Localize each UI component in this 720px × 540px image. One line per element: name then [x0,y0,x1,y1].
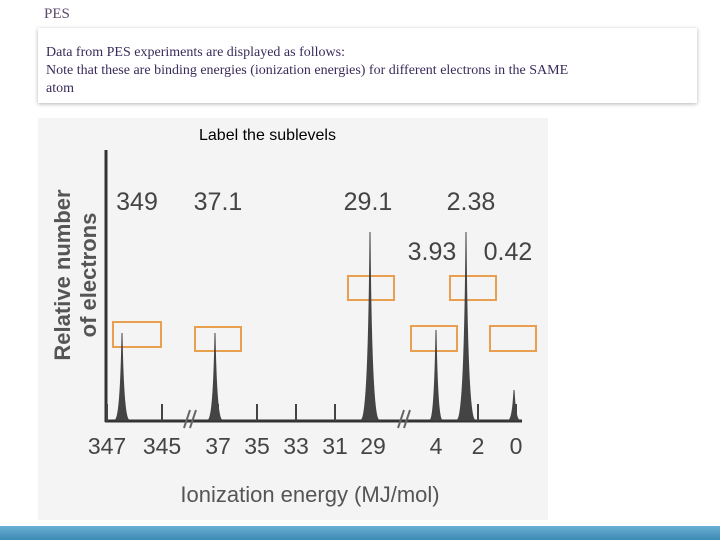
x-tick-label: 31 [322,433,348,459]
note-line: Note that these are binding energies (io… [46,63,569,78]
x-axis-label: Ionization energy (MJ/mol) [180,482,439,507]
peak [114,332,130,421]
footer-bar [0,526,720,540]
peak [207,332,223,421]
x-tick-label: 37 [205,433,231,459]
peak [360,231,380,421]
note-line: atom [46,81,74,96]
peak [429,329,443,421]
peak-label: 349 [116,188,158,216]
spectrum-figure: Label the sublevels Relative number of e… [38,118,548,520]
y-axis-label: of electrons [76,213,101,338]
x-tick-label: 347 [88,433,126,459]
y-axis-label: Relative number [50,189,75,361]
peak [456,231,476,421]
x-tick-label: 35 [244,433,270,459]
peak-label: 0.42 [484,238,533,266]
x-tick-label: 4 [430,433,443,459]
peak-label: 37.1 [194,188,243,216]
x-tick-label: 345 [143,433,181,459]
figure-background [38,118,548,520]
x-tick-label: 29 [360,433,386,459]
label-boxes [112,275,537,352]
note-box: Data from PES experiments are displayed … [38,28,697,103]
page-title: PES [44,6,70,22]
axis-break [183,409,411,429]
instruction: Label the sublevels [199,127,336,144]
peak-label: 29.1 [344,188,393,216]
note-line: Data from PES experiments are displayed … [46,45,345,60]
x-tick-label: 0 [510,433,523,459]
x-tick-label: 33 [283,433,309,459]
peak-label: 3.93 [408,238,457,266]
peak-label: 2.38 [447,188,496,216]
x-tick-label: 2 [472,433,485,459]
peak [507,389,521,421]
